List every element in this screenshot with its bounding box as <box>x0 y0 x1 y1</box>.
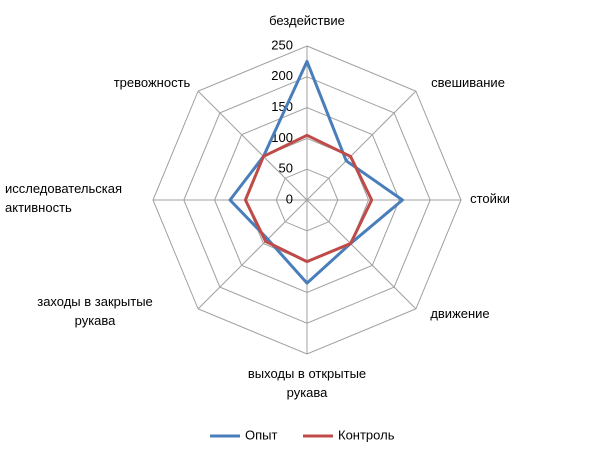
category-label-line: свешивание <box>431 75 505 90</box>
category-label-line: исследовательская <box>5 181 122 196</box>
category-label-line: рукава <box>75 313 117 328</box>
spoke <box>306 199 417 310</box>
category-label-line: тревожность <box>114 75 191 90</box>
r-tick-label: 200 <box>271 68 293 83</box>
spoke <box>197 90 308 201</box>
category-label: заходы в закрытые рукава <box>37 294 153 328</box>
category-label-line: заходы в закрытые <box>37 294 153 309</box>
spoke <box>197 199 308 310</box>
series-line <box>228 59 404 285</box>
r-tick-label: 100 <box>271 130 293 145</box>
series-line <box>243 133 374 264</box>
category-label: стойки <box>470 191 510 206</box>
category-label: движение <box>430 306 489 321</box>
category-label: выходы в открытые рукава <box>248 366 366 400</box>
r-tick-label: 50 <box>279 161 293 176</box>
category-label-line: выходы в открытые <box>248 366 366 381</box>
category-label-line: активность <box>5 200 72 215</box>
category-label: исследовательская активность <box>5 181 122 215</box>
category-label: бездействие <box>269 13 345 28</box>
category-label-line: движение <box>430 306 489 321</box>
spoke <box>306 90 417 201</box>
category-label: тревожность <box>114 75 191 90</box>
legend-label: Опыт <box>245 427 277 442</box>
r-tick-label: 0 <box>286 191 293 206</box>
r-tick-label: 250 <box>271 37 293 52</box>
category-label: свешивание <box>431 75 505 90</box>
category-label-line: стойки <box>470 191 510 206</box>
category-label-line: рукава <box>287 385 329 400</box>
category-label-line: бездействие <box>269 13 345 28</box>
legend-label: Контроль <box>338 427 395 442</box>
